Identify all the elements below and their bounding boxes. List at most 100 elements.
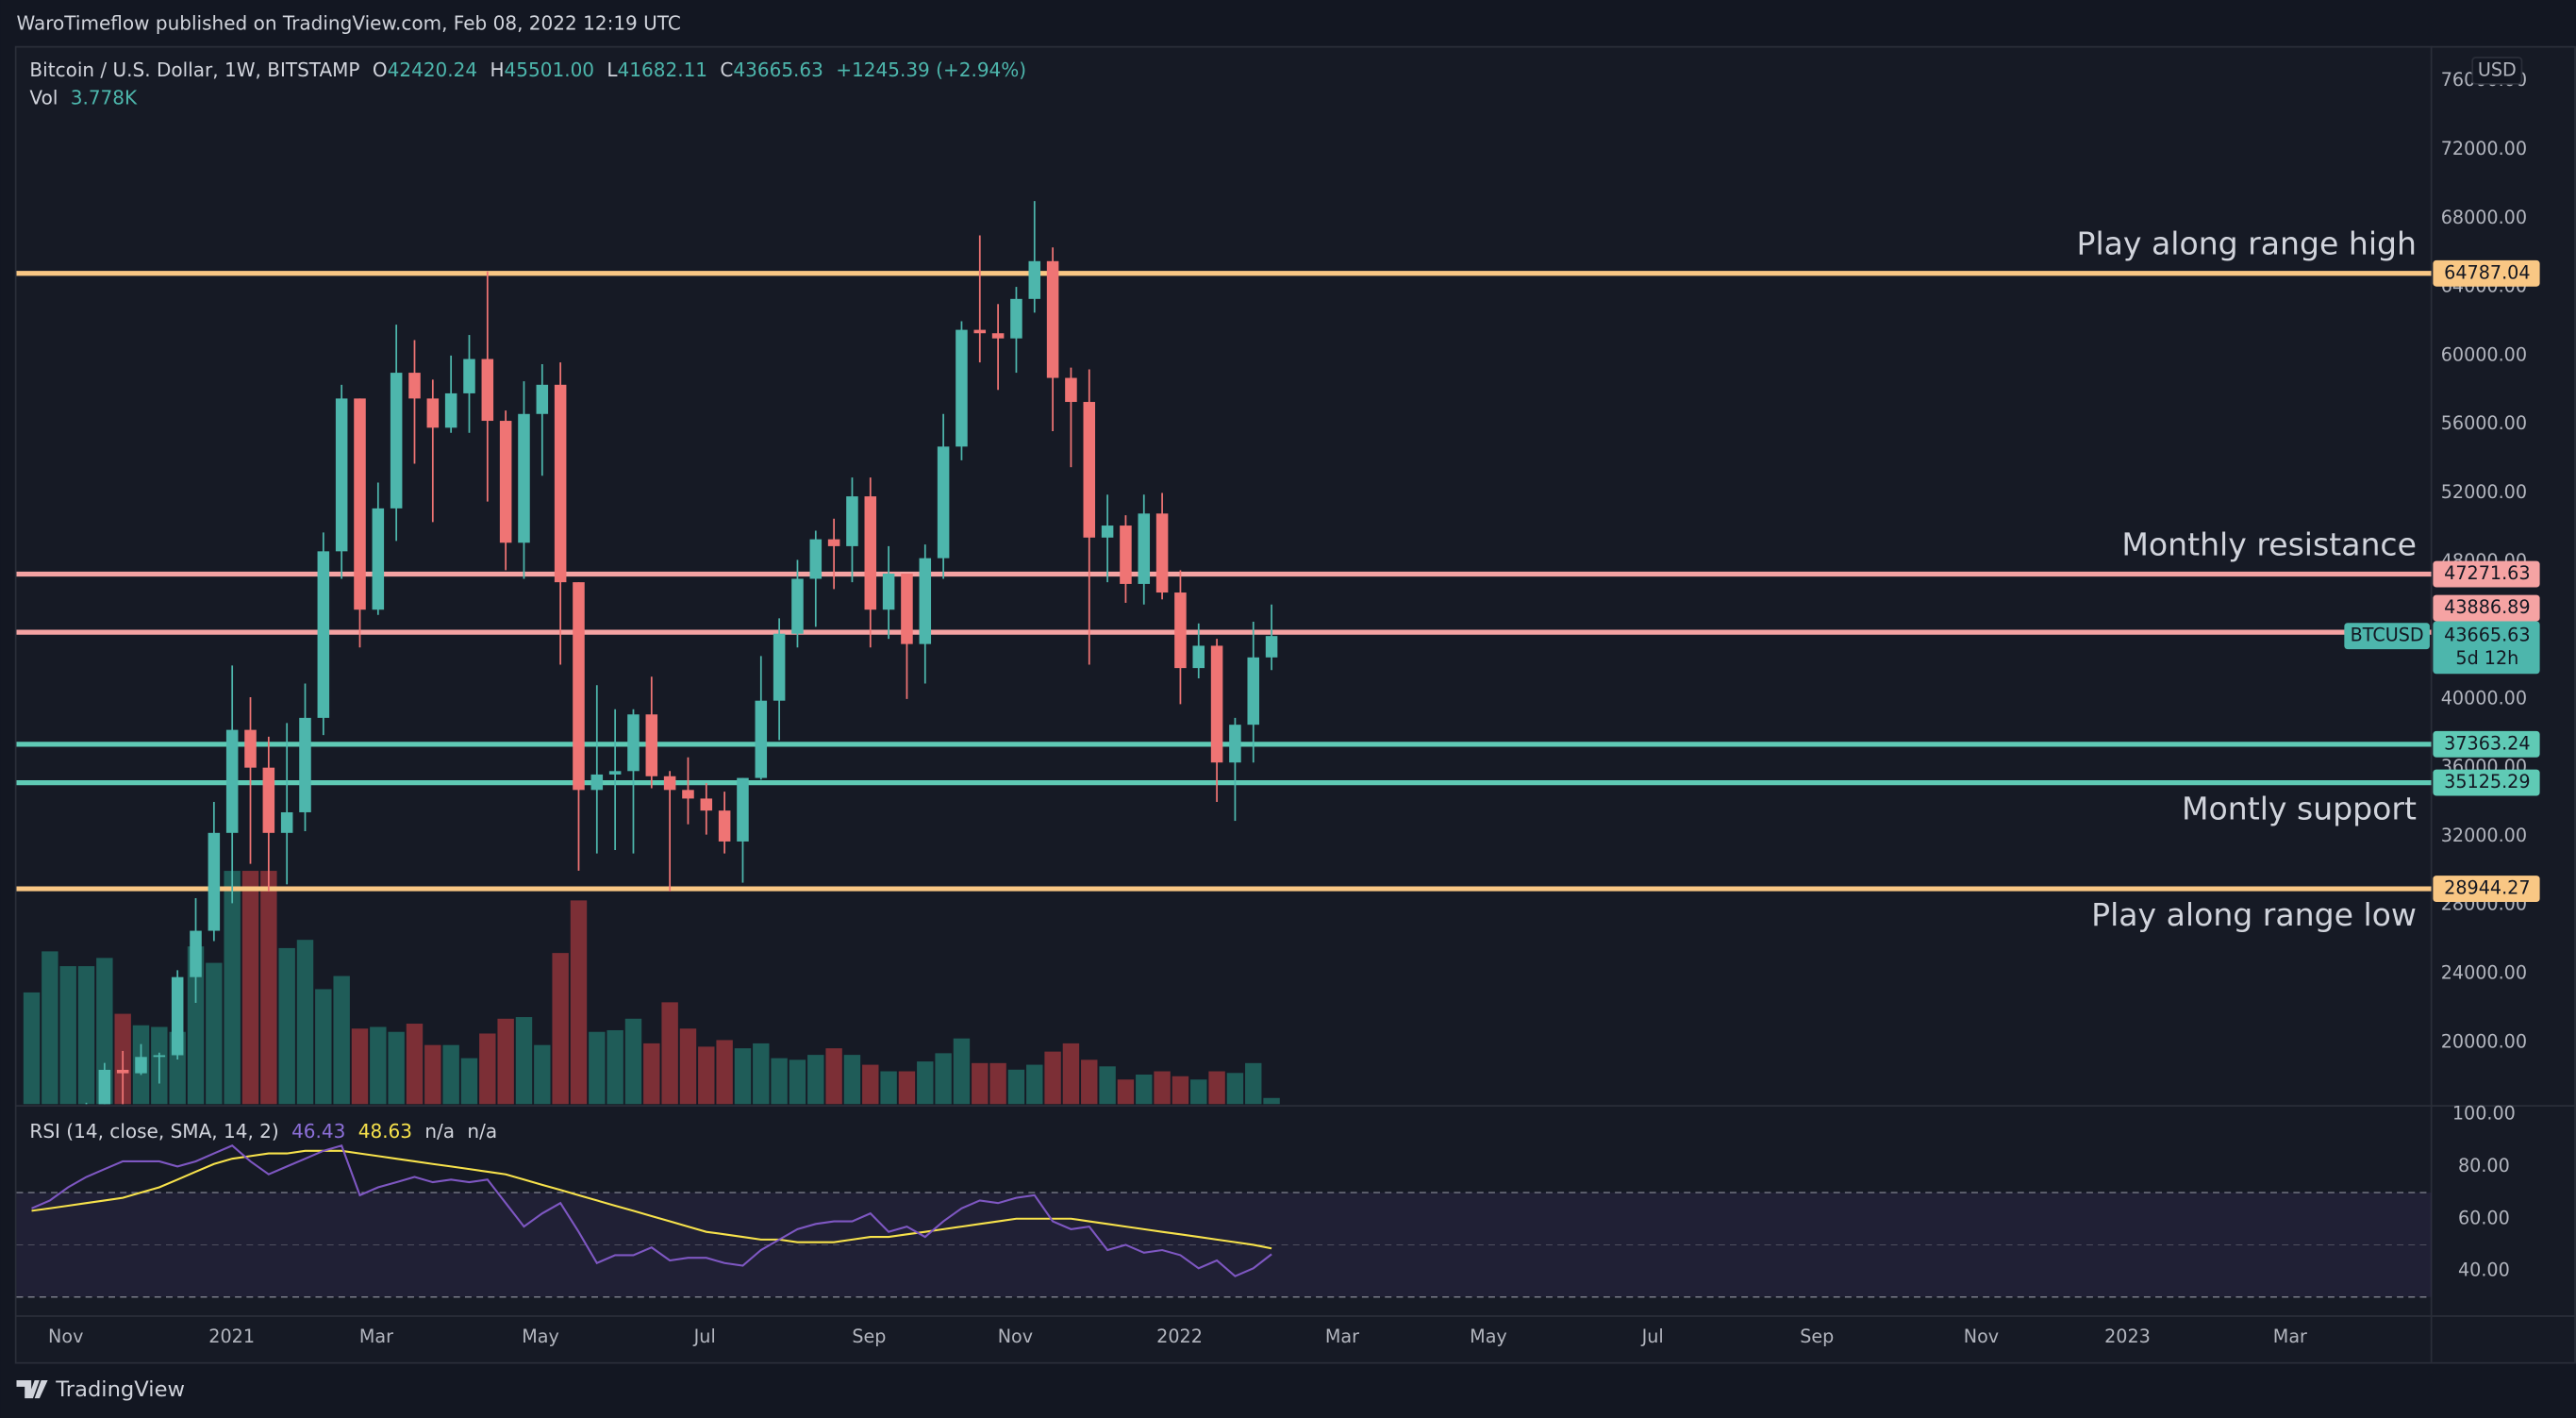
y-tick-label: 32000.00 bbox=[2441, 825, 2527, 846]
candle-body bbox=[335, 398, 348, 552]
candle-body bbox=[190, 930, 202, 977]
level-tag: 64787.04 bbox=[2444, 261, 2530, 283]
legend-value: 3.778K bbox=[71, 86, 138, 108]
candle-body bbox=[116, 1069, 129, 1074]
x-tick-label: Mar bbox=[2273, 1326, 2307, 1347]
volume-bar bbox=[771, 1058, 788, 1105]
volume-bar bbox=[296, 940, 314, 1105]
candle-body bbox=[919, 558, 932, 644]
volume-bar bbox=[624, 1018, 642, 1105]
volume-bar bbox=[570, 900, 588, 1105]
level-tag-box bbox=[2433, 594, 2540, 622]
x-tick-label: 2022 bbox=[1156, 1326, 1203, 1347]
volume-bar bbox=[989, 1062, 1006, 1105]
volume-bar bbox=[315, 989, 332, 1105]
price-layer bbox=[16, 201, 2432, 1105]
candle-body bbox=[627, 714, 640, 772]
volume-bar bbox=[406, 1024, 424, 1105]
candle-body bbox=[645, 714, 658, 776]
candle-body bbox=[1229, 725, 1241, 763]
legend-value: 43665.63 bbox=[733, 58, 823, 80]
candle-body bbox=[499, 421, 512, 543]
volume-bar bbox=[1136, 1075, 1153, 1105]
rsi-title: RSI (14, close, SMA, 14, 2) bbox=[29, 1119, 278, 1142]
legend-label: L bbox=[607, 58, 618, 80]
volume-bar bbox=[224, 871, 241, 1105]
candle-body bbox=[208, 832, 221, 931]
volume-bar bbox=[935, 1053, 952, 1105]
volume-bar bbox=[552, 953, 569, 1105]
price-tag-value: 43665.63 bbox=[2444, 625, 2530, 646]
candle-body bbox=[1101, 525, 1114, 538]
volume-bar bbox=[460, 1058, 478, 1105]
x-tick-label: May bbox=[522, 1326, 559, 1347]
volume-bar bbox=[333, 976, 350, 1105]
level-annotation: Play along range low bbox=[2091, 896, 2417, 933]
candle-body bbox=[1155, 513, 1169, 593]
volume-bar bbox=[789, 1059, 806, 1105]
y-tick-label: 60000.00 bbox=[2441, 343, 2527, 365]
candle-body bbox=[354, 398, 366, 610]
candle-body bbox=[1138, 513, 1151, 584]
candle-body bbox=[372, 508, 385, 610]
x-tick-label: 2021 bbox=[208, 1326, 255, 1347]
volume-bar bbox=[825, 1048, 842, 1105]
volume-bar bbox=[1099, 1066, 1116, 1105]
rsi-tick-label: 60.00 bbox=[2458, 1207, 2510, 1228]
chart-frame bbox=[14, 45, 2576, 1364]
volume-bar bbox=[1245, 1062, 1262, 1105]
candle-body bbox=[590, 774, 604, 791]
candle-body bbox=[408, 373, 421, 399]
volume-bar bbox=[479, 1033, 496, 1105]
volume-bar bbox=[351, 1028, 369, 1105]
candle-body bbox=[737, 777, 749, 842]
volume-bar bbox=[515, 1017, 533, 1105]
level-tag: 47271.63 bbox=[2444, 562, 2530, 584]
volume-bar bbox=[1081, 1059, 1098, 1105]
price-tag-countdown: 5d 12h bbox=[2455, 647, 2518, 669]
legend-value: 45501.00 bbox=[505, 58, 595, 80]
level-tag-box bbox=[2433, 730, 2540, 758]
x-tick-label: 2023 bbox=[2104, 1326, 2151, 1347]
volume-bar bbox=[1172, 1076, 1189, 1105]
volume-bar bbox=[388, 1031, 405, 1105]
level-tag-box bbox=[2433, 259, 2540, 287]
candle-body bbox=[1265, 636, 1278, 658]
overlay-layer: 20000.0024000.0028000.0032000.0036000.00… bbox=[48, 57, 2540, 1347]
candle-body bbox=[1028, 260, 1041, 299]
volume-bar bbox=[917, 1061, 934, 1105]
rsi-value: 46.43 bbox=[291, 1119, 345, 1142]
volume-bar bbox=[589, 1031, 606, 1105]
logo: TradingView bbox=[16, 1377, 185, 1402]
candle-body bbox=[608, 771, 622, 775]
x-tick-label: Jul bbox=[693, 1326, 716, 1347]
x-tick-label: Nov bbox=[48, 1326, 83, 1347]
legend-label: Vol bbox=[29, 86, 58, 108]
level-tag: 28944.27 bbox=[2444, 877, 2530, 899]
volume-bar bbox=[23, 992, 41, 1105]
rsi-sma-value: 48.63 bbox=[358, 1119, 412, 1142]
candle-body bbox=[846, 496, 858, 546]
volume-bar bbox=[1117, 1079, 1135, 1105]
candle-body bbox=[882, 574, 895, 610]
candle-body bbox=[809, 539, 823, 579]
candle-body bbox=[1120, 525, 1132, 584]
y-tick-label: 24000.00 bbox=[2441, 962, 2527, 984]
y-tick-label: 40000.00 bbox=[2441, 687, 2527, 709]
volume-bar bbox=[1190, 1079, 1207, 1105]
volume-bar bbox=[59, 966, 76, 1105]
candle-body bbox=[682, 790, 694, 799]
candle-body bbox=[663, 776, 676, 791]
volume-bar bbox=[1154, 1071, 1171, 1105]
volume-bar bbox=[898, 1071, 916, 1105]
volume-bar bbox=[807, 1055, 824, 1105]
rsi-line bbox=[31, 1143, 1272, 1277]
candle-body bbox=[262, 767, 275, 833]
candle-body bbox=[481, 359, 494, 422]
candle-body bbox=[1083, 402, 1096, 538]
candle-body bbox=[225, 729, 239, 833]
candle-body bbox=[244, 729, 257, 768]
candle-body bbox=[1065, 377, 1077, 403]
legend-label: C bbox=[720, 58, 733, 80]
y-tick-label: 68000.00 bbox=[2441, 207, 2527, 228]
